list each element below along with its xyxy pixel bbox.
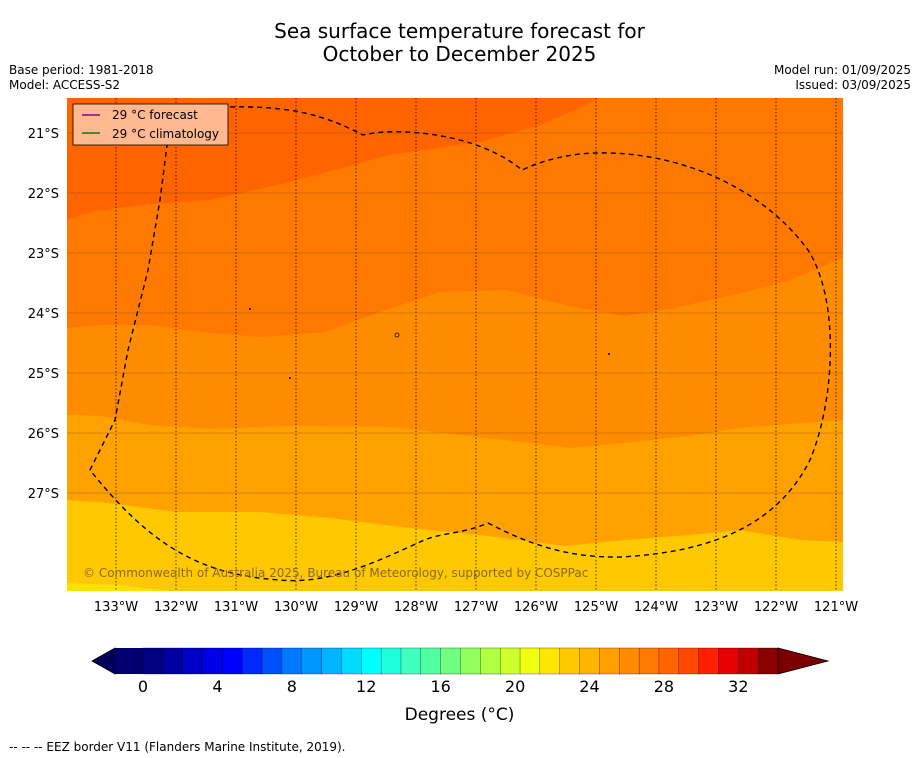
eez-footnote: -- -- -- EEZ border V11 (Flanders Marine… [9,740,346,754]
lon-label: 131°W [214,600,258,615]
colorbar-segment [658,647,680,675]
model-run: Model run: 01/09/2025 [773,63,911,77]
colorbar-tick-label: 8 [286,677,297,696]
colorbar-segment [142,647,164,675]
colorbar-segment [400,647,422,675]
colorbar-segment [559,647,581,675]
colorbar-segment [202,647,224,675]
colorbar-segment [222,647,243,675]
colorbar-tick-label: 0 [137,677,149,696]
band-23-24 [67,500,843,591]
colorbar-segment [242,647,263,675]
colorbar-tick-label: 12 [356,677,377,696]
island-dot [394,332,400,338]
colorbar-max-arrow [777,647,830,675]
lon-axis-labels: 133°W 132°W 131°W 130°W 129°W 128°W 127°… [94,600,858,615]
colorbar-segment [519,647,541,675]
colorbar-segment [440,647,462,675]
legend-label-forecast: 29 °C forecast [112,108,198,122]
colorbar-tick-label: 16 [430,677,451,696]
eez-border [89,106,832,582]
colorbar-segment [460,647,481,675]
colorbar-segment [718,647,739,675]
colorbar-segment [638,647,660,675]
lat-label: 26°S [28,427,59,442]
colorbar-segment [341,647,362,675]
lon-label: 126°W [514,600,558,615]
model-name: Model: ACCESS-S2 [9,78,121,92]
colorbar-segment [480,647,501,675]
island-dot [289,377,291,379]
colorbar-segment [619,647,640,675]
title-line-1: Sea surface temperature forecast for [274,19,645,43]
gridlines [115,98,837,591]
colorbar-tick-label: 24 [579,677,600,696]
lat-label: 24°S [28,307,59,322]
colorbar-segment [182,647,204,675]
colorbar-segment [698,647,720,675]
lat-axis-labels: 21°S 22°S 23°S 24°S 25°S 26°S 27°S [28,127,59,502]
lon-label: 132°W [154,600,198,615]
colorbar-segment [261,647,283,675]
lat-label: 23°S [28,247,59,262]
lat-label: 27°S [28,487,59,502]
lat-label: 25°S [28,367,59,382]
meta-left: Base period: 1981-2018 Model: ACCESS-S2 [9,63,154,93]
lat-label: 21°S [28,127,59,142]
colorbar-segment [321,647,343,675]
colorbar-segment [579,647,601,675]
issued-date: Issued: 03/09/2025 [795,78,911,92]
colorbar-segment [162,647,184,675]
legend: 29 °C forecast 29 °C climatology [72,103,229,146]
colorbar-segment [281,647,303,675]
island-dot [608,353,610,355]
colorbar-segment [115,648,143,674]
colorbar-tick-label: 4 [212,677,223,696]
colorbar-segment [301,647,323,675]
lon-label: 121°W [814,600,858,615]
lon-label: 122°W [754,600,798,615]
colorbar-segment [500,647,521,675]
colorbar-tick-label: 28 [653,677,675,696]
chart-title: Sea surface temperature forecast for Oct… [0,20,919,66]
band-22-23 [67,583,170,591]
lon-label: 133°W [94,600,138,615]
colorbar-tick-label: 20 [504,677,526,696]
lon-label: 123°W [694,600,738,615]
colorbar-segment [599,647,620,675]
colorbar-segment [539,647,561,675]
colorbar-segment [380,647,402,675]
meta-right: Model run: 01/09/2025 Issued: 03/09/2025 [774,63,911,93]
lon-label: 124°W [634,600,678,615]
colorbar-segment [738,647,759,675]
colorbar-segment [678,647,700,675]
temperature-field: © Commonwealth of Australia 2025, Bureau… [67,98,843,591]
island-dot [249,308,251,310]
colorbar-segment [758,647,779,675]
colorbar-title: Degrees (°C) [404,705,515,725]
colorbar [91,647,830,675]
lon-label: 127°W [454,600,498,615]
legend-box [72,103,229,146]
colorbar-min-arrow [91,647,116,675]
base-period: Base period: 1981-2018 [9,63,154,77]
lon-label: 128°W [394,600,438,615]
lat-label: 22°S [28,187,59,202]
title-line-2: October to December 2025 [322,42,597,66]
colorbar-tick-label: 32 [728,677,749,696]
lon-label: 129°W [334,600,378,615]
legend-label-climatology: 29 °C climatology [112,127,219,141]
copyright-text: © Commonwealth of Australia 2025, Bureau… [83,566,588,580]
lon-label: 125°W [574,600,618,615]
colorbar-segment [361,647,382,675]
colorbar-segment [420,647,442,675]
lon-label: 130°W [274,600,318,615]
